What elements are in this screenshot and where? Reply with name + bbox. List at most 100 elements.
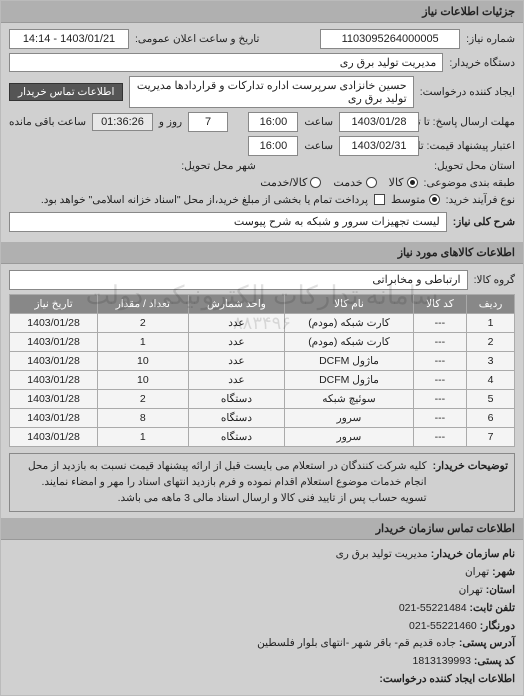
answer-time-field: 16:00	[248, 112, 298, 132]
table-cell: عدد	[188, 333, 285, 352]
table-cell: 1	[98, 428, 188, 447]
radio-kala[interactable]: کالا	[389, 176, 418, 189]
table-cell: 1403/01/28	[10, 428, 98, 447]
need-title-field: لیست تجهیزات سرور و شبکه به شرح پیوست	[9, 212, 447, 232]
table-cell: سوئیچ شبکه	[285, 390, 413, 409]
address-label: آدرس پستی:	[459, 637, 515, 649]
table-cell: ---	[413, 428, 467, 447]
subject-radio-group: کالا خدمت کالا/خدمت	[260, 176, 417, 189]
treasury-checkbox[interactable]	[374, 194, 385, 205]
answer-deadline-label: مهلت ارسال پاسخ: تا تاریخ:	[425, 116, 515, 128]
goods-group-label: گروه کالا:	[474, 274, 515, 286]
table-cell: 10	[98, 352, 188, 371]
phone-value: 55221484-021	[399, 602, 467, 614]
table-cell: دستگاه	[188, 409, 285, 428]
table-cell: 1	[467, 314, 515, 333]
price-time-field: 16:00	[248, 136, 298, 156]
table-cell: 1403/01/28	[10, 333, 98, 352]
table-cell: ---	[413, 371, 467, 390]
table-cell: 1403/01/28	[10, 371, 98, 390]
c-city-label: شهر:	[492, 566, 515, 578]
main-panel: جزئیات اطلاعات نیاز شماره نیاز: 11030952…	[0, 0, 524, 696]
fax-value: 55221460-021	[409, 620, 477, 632]
buyer-notes-text: کلیه شرکت کنندگان در استعلام می بایست قب…	[16, 459, 427, 506]
req-no-field: 1103095264000005	[320, 29, 460, 49]
radio-khadmat-label: خدمت	[333, 176, 362, 189]
pub-datetime-field: 1403/01/21 - 14:14	[9, 29, 129, 49]
process-note: پرداخت تمام یا بخشی از مبلغ خرید،از محل …	[41, 194, 368, 206]
goods-area: گروه کالا: ارتباطی و مخابراتی ردیف کد کا…	[1, 264, 523, 518]
buyer-org-label: دستگاه خریدار:	[449, 57, 515, 69]
table-row: 6---سروردستگاه81403/01/28	[10, 409, 515, 428]
postal-value: 1813139993	[413, 655, 471, 667]
days-label: روز و	[159, 116, 182, 128]
table-cell: 2	[467, 333, 515, 352]
table-header-row: ردیف کد کالا نام کالا واحد شمارش تعداد /…	[10, 295, 515, 314]
province-label: استان محل تحویل:	[434, 160, 515, 172]
radio-dot-icon	[429, 194, 440, 205]
requester-field: حسین خانزادی سرپرست اداره تدارکات و قرار…	[129, 76, 413, 108]
col-date: تاریخ نیاز	[10, 295, 98, 314]
table-row: 4---ماژول DCFMعدد101403/01/28	[10, 371, 515, 390]
c-city-value: تهران	[465, 566, 489, 578]
answer-date-field: 1403/01/28	[339, 112, 419, 132]
table-cell: 1	[98, 333, 188, 352]
radio-kalakh-label: کالا/خدمت	[260, 176, 307, 189]
buyer-org-field: مدیریت تولید برق ری	[9, 53, 443, 72]
table-cell: ماژول DCFM	[285, 371, 413, 390]
table-cell: 5	[467, 390, 515, 409]
goods-group-field: ارتباطی و مخابراتی	[9, 270, 468, 290]
goods-table: ردیف کد کالا نام کالا واحد شمارش تعداد /…	[9, 294, 515, 447]
remaining-time: 01:36:26	[92, 113, 153, 131]
col-unit: واحد شمارش	[188, 295, 285, 314]
price-deadline-label: اعتبار پیشنهاد قیمت: تا تاریخ:	[425, 140, 515, 152]
requester-label: ایجاد کننده درخواست:	[420, 86, 515, 98]
radio-dot-icon	[366, 177, 377, 188]
col-qty: تعداد / مقدار	[98, 295, 188, 314]
col-code: کد کالا	[413, 295, 467, 314]
radio-khadmat[interactable]: خدمت	[333, 176, 376, 189]
table-cell: 7	[467, 428, 515, 447]
table-cell: دستگاه	[188, 428, 285, 447]
address-value: جاده قدیم قم- باقر شهر -انتهای بلوار فلس…	[257, 637, 456, 649]
table-cell: 2	[98, 314, 188, 333]
panel-title: جزئیات اطلاعات نیاز	[1, 1, 523, 23]
table-cell: عدد	[188, 371, 285, 390]
org-value: مدیریت تولید برق ری	[336, 548, 428, 560]
radio-kalakh[interactable]: کالا/خدمت	[260, 176, 321, 189]
c-province-label: استان:	[486, 584, 515, 596]
table-cell: ---	[413, 314, 467, 333]
days-field: 7	[188, 112, 228, 132]
table-cell: ---	[413, 333, 467, 352]
table-cell: 2	[98, 390, 188, 409]
table-cell: ---	[413, 409, 467, 428]
table-cell: 1403/01/28	[10, 390, 98, 409]
table-row: 2---کارت شبکه (مودم)عدد11403/01/28	[10, 333, 515, 352]
contact-area: نام سازمان خریدار: مدیریت تولید برق ری ش…	[1, 540, 523, 695]
phone-label: تلفن ثابت:	[470, 602, 515, 614]
table-cell: سرور	[285, 428, 413, 447]
table-cell: دستگاه	[188, 390, 285, 409]
table-cell: کارت شبکه (مودم)	[285, 314, 413, 333]
table-row: 3---ماژول DCFMعدد101403/01/28	[10, 352, 515, 371]
req-contact-label: اطلاعات ایجاد کننده درخواست:	[379, 673, 515, 685]
table-cell: ---	[413, 390, 467, 409]
buyer-notes-box: توضیحات خریدار: کلیه شرکت کنندگان در است…	[9, 453, 515, 512]
buyer-notes-label: توضیحات خریدار:	[433, 459, 508, 506]
table-row: 1---کارت شبکه (مودم)عدد21403/01/28	[10, 314, 515, 333]
contact-section-title: اطلاعات تماس سازمان خریدار	[1, 518, 523, 540]
table-cell: 1403/01/28	[10, 352, 98, 371]
remain-label: ساعت باقی مانده	[9, 116, 86, 128]
time-label-2: ساعت	[304, 140, 333, 152]
radio-kala-label: کالا	[389, 176, 404, 189]
city-label: شهر محل تحویل:	[181, 160, 256, 172]
table-cell: 8	[98, 409, 188, 428]
col-row: ردیف	[467, 295, 515, 314]
table-row: 5---سوئیچ شبکهدستگاه21403/01/28	[10, 390, 515, 409]
time-label-1: ساعت	[304, 116, 333, 128]
radio-mid[interactable]: متوسط	[391, 193, 440, 206]
col-name: نام کالا	[285, 295, 413, 314]
req-no-label: شماره نیاز:	[466, 33, 515, 45]
buyer-contact-button[interactable]: اطلاعات تماس خریدار	[9, 83, 123, 101]
table-cell: ماژول DCFM	[285, 352, 413, 371]
